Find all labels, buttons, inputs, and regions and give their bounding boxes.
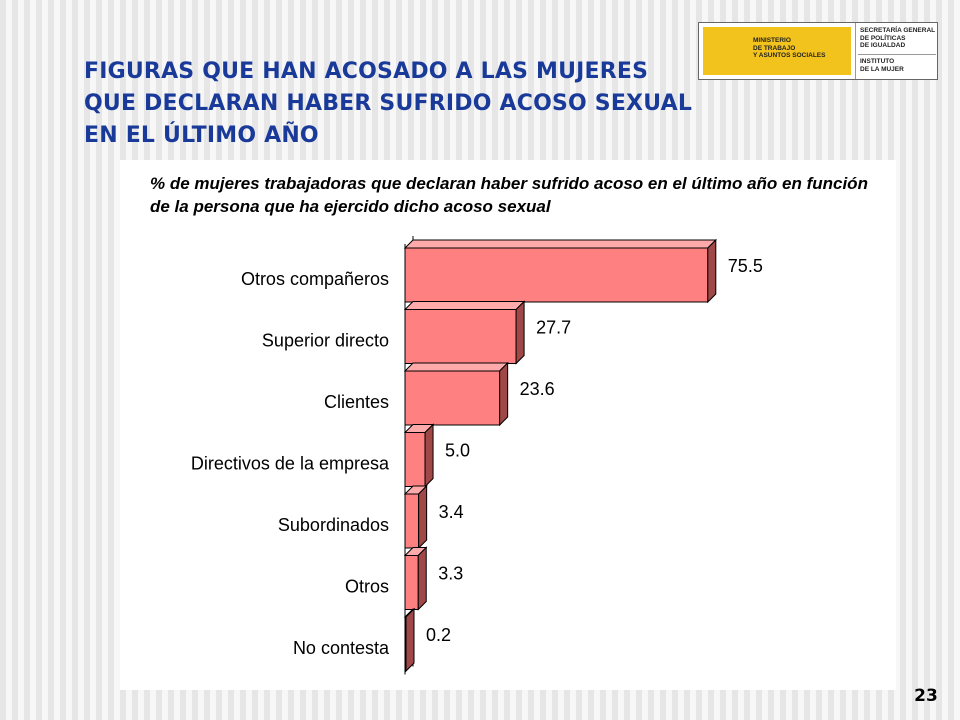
bar-front-2 bbox=[404, 370, 501, 426]
bar-front-3 bbox=[404, 432, 426, 487]
logo-secretaria-text: SECRETARÍA GENERAL DE POLÍTICAS DE IGUAL… bbox=[860, 27, 936, 50]
bar-0 bbox=[403, 238, 718, 304]
bar-1 bbox=[403, 300, 526, 365]
bar-5 bbox=[403, 546, 428, 611]
bar-front-1 bbox=[404, 309, 517, 364]
value-label-2: 23.6 bbox=[520, 379, 555, 399]
chart-subtitle: % de mujeres trabajadoras que declaran h… bbox=[150, 174, 868, 216]
category-label-5: Otros bbox=[345, 577, 389, 597]
bar-front-4 bbox=[404, 493, 420, 549]
logo-ministry-band bbox=[703, 27, 851, 75]
bar-4 bbox=[403, 484, 428, 550]
logo-right-panel: SECRETARÍA GENERAL DE POLÍTICAS DE IGUAL… bbox=[855, 23, 938, 79]
value-label-6: 0.2 bbox=[426, 625, 451, 645]
bar-front-0 bbox=[404, 247, 709, 303]
bar-side-3 bbox=[424, 423, 434, 488]
bar-side-6 bbox=[405, 607, 415, 673]
bar-side-4 bbox=[418, 484, 428, 550]
category-label-0: Otros compañeros bbox=[241, 269, 389, 289]
category-label-3: Directivos de la empresa bbox=[191, 454, 390, 474]
value-label-5: 3.3 bbox=[438, 564, 463, 584]
slide-title: FIGURAS QUE HAN ACOSADO A LAS MUJERES QU… bbox=[84, 59, 693, 148]
value-label-0: 75.5 bbox=[728, 256, 763, 276]
bar-front-5 bbox=[404, 555, 419, 610]
bar-side-5 bbox=[417, 546, 427, 611]
value-label-4: 3.4 bbox=[439, 502, 464, 522]
chart-panel: % de mujeres trabajadoras que declaran h… bbox=[120, 160, 896, 690]
logo-instituto-text: INSTITUTO DE LA MUJER bbox=[860, 58, 904, 73]
bar-side-1 bbox=[515, 300, 525, 365]
bar-6 bbox=[403, 607, 416, 673]
page-number: 23 bbox=[914, 686, 938, 706]
ministry-logo: MINISTERIO DE TRABAJO Y ASUNTOS SOCIALES… bbox=[698, 22, 938, 80]
bar-chart: 75.5 Otros compañeros 27.7 Superior directo… bbox=[191, 236, 763, 675]
bar-2 bbox=[403, 361, 509, 427]
value-label-3: 5.0 bbox=[445, 441, 470, 461]
category-label-2: Clientes bbox=[324, 392, 389, 412]
bar-side-2 bbox=[499, 361, 509, 427]
bar-top-0 bbox=[403, 239, 718, 249]
value-label-1: 27.7 bbox=[536, 318, 571, 338]
category-label-6: No contesta bbox=[293, 638, 390, 658]
logo-divider bbox=[858, 54, 936, 55]
category-label-4: Subordinados bbox=[278, 515, 389, 535]
logo-ministry-text: MINISTERIO DE TRABAJO Y ASUNTOS SOCIALES bbox=[753, 37, 826, 60]
category-label-1: Superior directo bbox=[262, 331, 389, 351]
bar-side-0 bbox=[707, 238, 717, 304]
bar-3 bbox=[403, 423, 435, 488]
bar-top-1 bbox=[403, 301, 526, 310]
bar-top-2 bbox=[403, 362, 509, 372]
